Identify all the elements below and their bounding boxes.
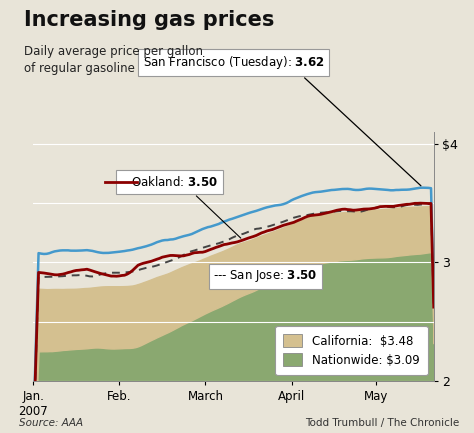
Text: Source: AAA: Source: AAA [19, 418, 83, 428]
Text: Increasing gas prices: Increasing gas prices [24, 10, 274, 29]
Text: San Francisco (Tuesday): $\mathbf{3.62}$: San Francisco (Tuesday): $\mathbf{3.62}$ [143, 54, 421, 186]
Text: --- San Jose: $\mathbf{3.50}$: --- San Jose: $\mathbf{3.50}$ [213, 268, 318, 284]
Text: Daily average price per gallon
of regular gasoline: Daily average price per gallon of regula… [24, 45, 203, 75]
Text: Todd Trumbull / The Chronicle: Todd Trumbull / The Chronicle [306, 418, 460, 428]
Text: Oakland: $\mathbf{3.50}$: Oakland: $\mathbf{3.50}$ [120, 175, 241, 238]
Legend: California:  $3.48, Nationwide: $3.09: California: $3.48, Nationwide: $3.09 [275, 326, 428, 375]
